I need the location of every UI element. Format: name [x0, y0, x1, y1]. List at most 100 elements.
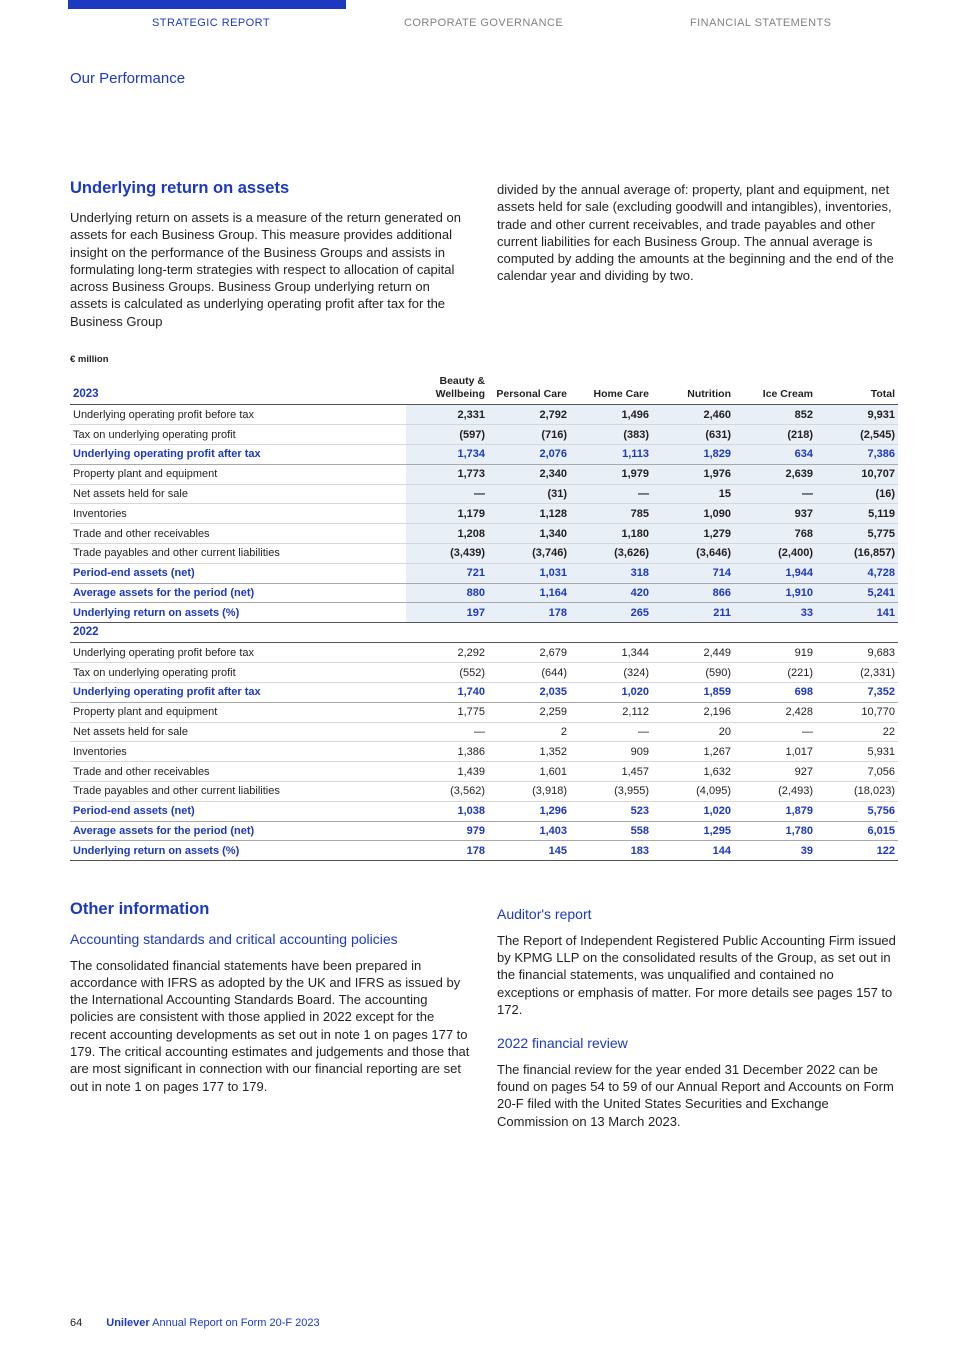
financial-review-subheading: 2022 financial review [497, 1035, 628, 1052]
value-cell: 1,017 [734, 741, 816, 763]
value-cell: 1,944 [734, 563, 816, 584]
row-label: Period-end assets (net) [70, 563, 406, 584]
value-cell: 1,734 [406, 444, 488, 465]
value-cell: 5,756 [816, 801, 898, 822]
auditors-report-body: The Report of Independent Registered Pub… [497, 932, 896, 1017]
report-title: Annual Report on Form 20-F 2023 [149, 1317, 320, 1329]
value-cell: — [570, 484, 652, 505]
value-cell: 265 [570, 602, 652, 624]
value-cell: (3,562) [406, 781, 488, 802]
value-cell: 1,352 [488, 741, 570, 763]
value-cell: 1,295 [652, 821, 734, 842]
intro-left-column: Underlying return on assets Underlying r… [70, 178, 471, 330]
other-left-column: Other information Accounting standards a… [70, 899, 471, 1146]
value-cell: 768 [734, 523, 816, 544]
value-cell: (3,626) [570, 543, 652, 564]
value-cell: 1,020 [652, 801, 734, 822]
value-cell: 1,031 [488, 563, 570, 584]
value-cell: 9,931 [816, 404, 898, 426]
value-cell: 2,112 [570, 702, 652, 723]
value-cell: (3,918) [488, 781, 570, 802]
table-row: Trade payables and other current liabili… [70, 543, 898, 564]
value-cell: (383) [570, 424, 652, 446]
value-cell: 197 [406, 602, 488, 624]
page-number: 64 [70, 1317, 83, 1329]
value-cell: 919 [734, 642, 816, 664]
value-cell: — [406, 484, 488, 505]
value-cell: 1,773 [406, 464, 488, 485]
value-cell: (3,439) [406, 543, 488, 564]
value-cell: 183 [570, 840, 652, 862]
value-cell: 1,496 [570, 404, 652, 426]
column-header: Beauty & Wellbeing [406, 371, 488, 406]
value-cell: 698 [734, 682, 816, 703]
value-cell: 2,428 [734, 702, 816, 723]
value-cell: 5,241 [816, 583, 898, 604]
row-label: Period-end assets (net) [70, 801, 406, 822]
value-cell: 178 [488, 602, 570, 624]
row-label: Trade and other receivables [70, 523, 406, 544]
row-label: Property plant and equipment [70, 464, 406, 485]
table-row: Tax on underlying operating profit (552)(… [70, 662, 898, 684]
table-row: Trade payables and other current liabili… [70, 781, 898, 802]
column-header [570, 622, 652, 644]
value-cell: 1,601 [488, 761, 570, 782]
value-cell: 2,792 [488, 404, 570, 426]
value-cell: (31) [488, 484, 570, 505]
row-label: Underlying operating profit after tax [70, 444, 406, 465]
value-cell: 523 [570, 801, 652, 822]
value-cell: 714 [652, 563, 734, 584]
value-cell: 1,020 [570, 682, 652, 703]
value-cell: 10,770 [816, 702, 898, 723]
row-label: Underlying operating profit after tax [70, 682, 406, 703]
value-cell: 144 [652, 840, 734, 862]
table-row: Trade and other receivables 1,208 1,340 1,1… [70, 523, 898, 544]
return-on-assets-table: 2023 Beauty & Wellbeing Personal Care Home … [70, 371, 898, 862]
column-header: Total [816, 371, 898, 406]
value-cell: 1,910 [734, 583, 816, 604]
value-cell: 1,113 [570, 444, 652, 465]
table-row: Property plant and equipment 1,775 2,259 2,… [70, 702, 898, 723]
table-row: Underlying return on assets (%) 197 178 265… [70, 602, 898, 624]
value-cell: (644) [488, 662, 570, 684]
value-cell: 1,179 [406, 503, 488, 525]
value-cell: 880 [406, 583, 488, 604]
value-cell: 1,340 [488, 523, 570, 544]
row-label: Inventories [70, 741, 406, 763]
financial-review-body: The financial review for the year ended … [497, 1061, 894, 1129]
value-cell: (16,857) [816, 543, 898, 564]
value-cell: 2,340 [488, 464, 570, 485]
value-cell: 2,449 [652, 642, 734, 664]
value-cell: 7,056 [816, 761, 898, 782]
value-cell: (2,331) [816, 662, 898, 684]
value-cell: 1,740 [406, 682, 488, 703]
row-label: Average assets for the period (net) [70, 821, 406, 842]
value-cell: 20 [652, 722, 734, 743]
value-cell: 15 [652, 484, 734, 505]
value-cell: 2,035 [488, 682, 570, 703]
value-cell: 2,679 [488, 642, 570, 664]
table-row: Period-end assets (net) 721 1,031 318 714 1,9… [70, 563, 898, 584]
page-footer: 64 Unilever Annual Report on Form 20-F 20… [70, 1317, 320, 1329]
intro-paragraph-right: divided by the annual average of: proper… [497, 182, 894, 284]
table-row: Average assets for the period (net) 979 1,… [70, 821, 898, 842]
value-cell: 178 [406, 840, 488, 862]
value-cell: 39 [734, 840, 816, 862]
value-cell: (3,646) [652, 543, 734, 564]
row-label: Trade payables and other current liabili… [70, 543, 406, 564]
intro-paragraph-left: Underlying return on assets is a measure… [70, 209, 461, 329]
value-cell: (2,400) [734, 543, 816, 564]
value-cell: 7,352 [816, 682, 898, 703]
value-cell: 9,683 [816, 642, 898, 664]
value-cell: 909 [570, 741, 652, 763]
value-cell: (590) [652, 662, 734, 684]
year-label: 2023 [70, 371, 406, 406]
row-label: Tax on underlying operating profit [70, 424, 406, 446]
value-cell: 927 [734, 761, 816, 782]
value-cell: — [406, 722, 488, 743]
value-cell: 1,829 [652, 444, 734, 465]
value-cell: 141 [816, 602, 898, 624]
value-cell: 1,344 [570, 642, 652, 664]
value-cell: (3,746) [488, 543, 570, 564]
